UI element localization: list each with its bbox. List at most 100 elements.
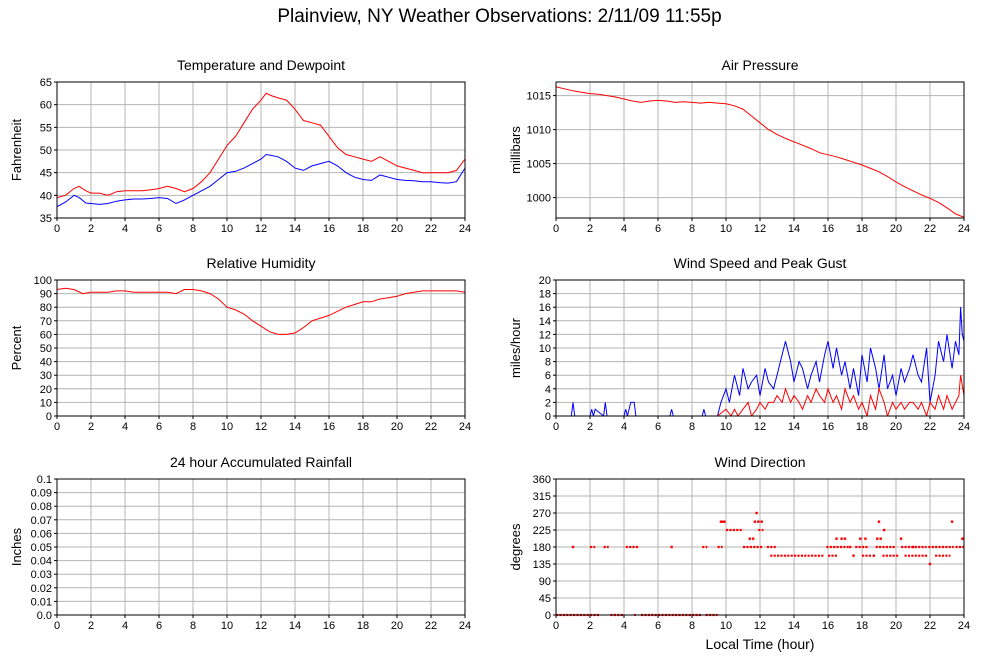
- x-tick-label: 8: [190, 421, 196, 433]
- y-tick-label: 90: [40, 289, 52, 301]
- chart-title: Wind Speed and Peak Gust: [674, 255, 847, 271]
- y-tick-label: 100: [34, 275, 52, 287]
- x-tick-label: 2: [587, 620, 593, 632]
- x-tick-label: 8: [689, 620, 695, 632]
- x-tick-label: 4: [122, 620, 128, 632]
- chart-title: Relative Humidity: [207, 255, 316, 271]
- chart-pressure: 0 2 4 6 8 10 12 14 16 18 20 22 241000100510101015Air…: [508, 57, 970, 235]
- direction-point: [852, 554, 855, 557]
- chart-temperature: 0 2 4 6 8 10 12 14 16 18 20 22 2435404550556065Tempe…: [9, 57, 471, 235]
- x-tick-label: 4: [122, 223, 128, 235]
- y-tick-label: 1015: [527, 91, 551, 103]
- y-tick-label: 180: [533, 542, 551, 554]
- series-line-1: [556, 375, 964, 416]
- y-axis-label: Fahrenheit: [9, 119, 24, 182]
- y-tick-label: 0: [545, 610, 551, 622]
- page-title: Plainview, NY Weather Observations: 2/11…: [277, 6, 722, 27]
- direction-point: [876, 537, 879, 540]
- direction-point: [950, 520, 954, 523]
- y-tick-label: 0.04: [31, 556, 52, 568]
- chart-title: Wind Direction: [714, 454, 805, 470]
- y-tick-label: 0.08: [31, 501, 52, 513]
- x-tick-label: 20: [391, 620, 403, 632]
- y-tick-label: 0: [545, 411, 551, 423]
- x-tick-label: 0: [553, 223, 559, 235]
- x-tick-label: 18: [856, 223, 868, 235]
- x-tick-label: 6: [655, 620, 661, 632]
- y-tick-label: 18: [539, 289, 551, 301]
- x-tick-label: 14: [788, 620, 800, 632]
- x-tick-label: 10: [221, 421, 233, 433]
- y-tick-label: 270: [533, 508, 551, 520]
- y-axis-label: millibars: [508, 126, 523, 174]
- x-tick-label: 24: [958, 421, 970, 433]
- x-tick-label: 16: [822, 620, 834, 632]
- y-tick-label: 0.05: [31, 542, 52, 554]
- x-tick-label: 12: [255, 223, 267, 235]
- y-tick-label: 80: [40, 302, 52, 314]
- direction-point: [835, 537, 838, 540]
- direction-point: [882, 528, 886, 532]
- x-tick-label: 14: [289, 223, 301, 235]
- x-tick-label: 10: [720, 620, 732, 632]
- x-tick-label: 12: [754, 223, 766, 235]
- direction-point: [879, 537, 882, 540]
- plot-frame: [555, 478, 965, 616]
- chart-title: Temperature and Dewpoint: [177, 57, 345, 73]
- series-line-0: [57, 287, 465, 335]
- x-tick-label: 22: [425, 421, 437, 433]
- x-tick-label: 16: [323, 620, 335, 632]
- x-tick-label: 6: [655, 421, 661, 433]
- series-line-0: [556, 307, 964, 416]
- series-line-1: [57, 153, 465, 208]
- x-tick-label: 4: [621, 620, 627, 632]
- y-tick-label: 55: [40, 122, 52, 134]
- x-tick-label: 0: [54, 421, 60, 433]
- x-tick-label: 10: [720, 223, 732, 235]
- y-tick-label: 90: [539, 576, 551, 588]
- direction-point: [723, 520, 726, 523]
- x-tick-label: 16: [323, 223, 335, 235]
- x-tick-label: 18: [357, 421, 369, 433]
- y-tick-label: 225: [533, 525, 551, 537]
- y-tick-label: 30: [40, 370, 52, 382]
- direction-point: [752, 537, 755, 540]
- x-tick-label: 8: [689, 421, 695, 433]
- y-axis-label: miles/hour: [508, 317, 523, 378]
- direction-point: [859, 537, 862, 540]
- plot-frame: [56, 279, 466, 417]
- x-tick-label: 0: [54, 223, 60, 235]
- x-tick-label: 24: [958, 620, 970, 632]
- x-tick-label: 10: [221, 223, 233, 235]
- x-tick-label: 24: [459, 223, 471, 235]
- y-tick-label: 45: [539, 593, 551, 605]
- y-tick-label: 0.09: [31, 488, 52, 500]
- y-tick-label: 60: [40, 329, 52, 341]
- y-tick-label: 10: [539, 343, 551, 355]
- direction-point: [872, 554, 876, 557]
- y-axis-label: Inches: [9, 527, 24, 566]
- x-tick-label: 20: [890, 620, 902, 632]
- x-tick-label: 8: [190, 223, 196, 235]
- x-tick-label: 4: [621, 223, 627, 235]
- y-tick-label: 0.1: [37, 474, 52, 486]
- x-axis-label: Local Time (hour): [706, 636, 815, 652]
- chart-wind: 0 2 4 6 8 10 12 14 16 18 20 22 2402468101214161820Wi…: [508, 255, 970, 433]
- y-tick-label: 0: [46, 411, 52, 423]
- x-tick-label: 2: [88, 223, 94, 235]
- y-tick-label: 20: [539, 275, 551, 287]
- y-tick-label: 35: [40, 213, 52, 225]
- direction-point: [864, 537, 867, 540]
- x-tick-label: 24: [459, 620, 471, 632]
- x-tick-label: 20: [890, 223, 902, 235]
- direction-point: [961, 537, 964, 540]
- y-tick-label: 0.01: [31, 596, 52, 608]
- direction-point: [911, 545, 915, 549]
- y-tick-label: 50: [40, 343, 52, 355]
- y-tick-label: 360: [533, 474, 551, 486]
- x-tick-label: 20: [391, 421, 403, 433]
- y-tick-label: 4: [545, 384, 551, 396]
- x-tick-label: 2: [88, 620, 94, 632]
